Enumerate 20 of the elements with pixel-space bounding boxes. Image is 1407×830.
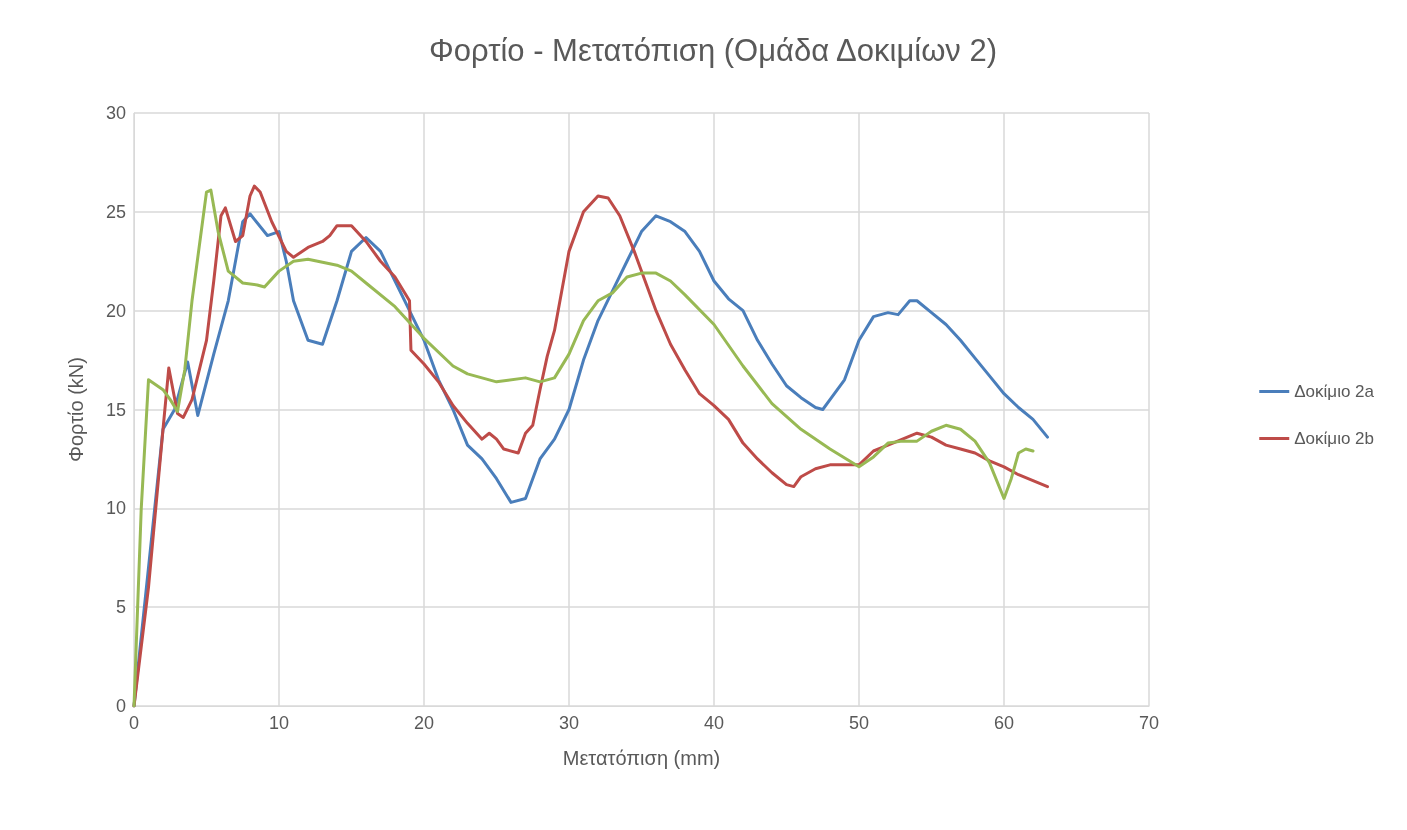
x-tick-label: 60	[993, 713, 1015, 733]
y-tick-label: 15	[105, 399, 126, 420]
x-tick-label: 20	[413, 713, 435, 733]
x-axis-title: Μετατόπιση (mm)	[562, 747, 721, 769]
legend-label: Δοκίμιο 2b	[1294, 429, 1374, 448]
legend-label: Δοκίμιο 2a	[1294, 382, 1375, 401]
y-tick-label: 0	[115, 696, 126, 716]
x-tick-label: 0	[128, 713, 140, 733]
x-tick-label: 30	[558, 713, 580, 733]
x-tick-label: 50	[848, 713, 870, 733]
y-tick-label: 5	[115, 597, 126, 618]
y-axis-title: Φορτίο (kN)	[65, 357, 87, 462]
x-tick-label: 10	[268, 713, 290, 733]
y-tick-label: 20	[105, 300, 126, 321]
y-tick-label: 30	[105, 103, 126, 123]
y-tick-label: 10	[105, 498, 126, 519]
x-tick-label: 40	[703, 713, 725, 733]
y-tick-label: 25	[105, 201, 126, 222]
x-tick-label: 70	[1138, 713, 1160, 733]
chart-title: Φορτίο - Μετατόπιση (Ομάδα Δοκιμίων 2)	[428, 33, 998, 68]
